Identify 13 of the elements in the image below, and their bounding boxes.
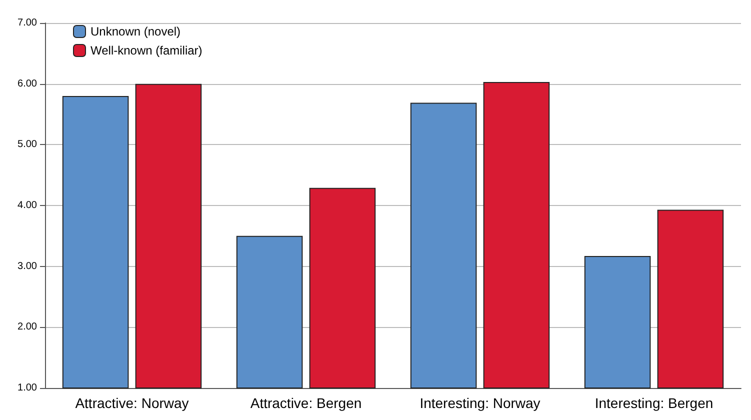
x-tick-label: Attractive: Bergen	[250, 395, 362, 411]
y-tick-label: 3.00	[18, 260, 38, 272]
y-tick-label: 4.00	[18, 200, 38, 211]
y-tick-label: 2.00	[18, 322, 38, 333]
y-tick-label: 7.00	[18, 18, 38, 28]
legend-label: Unknown (novel)	[90, 24, 181, 38]
y-tick-label: 5.00	[18, 139, 38, 150]
y-tick-label: 6.00	[18, 78, 38, 90]
legend-label: Well-known (familiar)	[90, 44, 202, 58]
x-tick-label: Interesting: Norway	[420, 395, 540, 411]
x-tick-label: Interesting: Bergen	[594, 395, 714, 411]
x-tick-label: Attractive: Norway	[75, 395, 189, 411]
y-tick-label: 1.00	[18, 382, 38, 394]
